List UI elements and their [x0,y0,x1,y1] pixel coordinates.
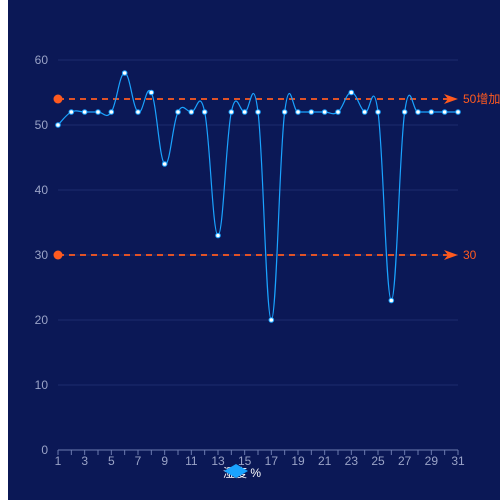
x-tick-label: 13 [211,454,225,468]
data-point [255,109,261,115]
x-tick-label: 7 [135,454,142,468]
data-point [441,109,448,115]
data-point [281,109,288,115]
data-point [241,109,248,115]
data-point [228,109,235,115]
data-point [175,109,181,115]
data-point [428,109,435,115]
mark-line-label: 50增加 [463,92,500,106]
data-point [95,109,101,115]
data-point [348,89,355,96]
y-tick-label: 20 [35,313,49,327]
x-tick-label: 29 [425,454,439,468]
x-axis: 1 3 5 7 9 11 13 15 17 19 21 23 25 27 29 31 [55,449,465,468]
x-tick-label: 9 [161,454,168,468]
data-point [201,109,208,115]
data-point [161,161,168,167]
x-tick-label: 17 [265,454,279,468]
data-point [321,109,328,115]
x-tick-label: 31 [451,454,465,468]
x-tick-label: 21 [318,454,332,468]
x-tick-label: 1 [55,454,62,468]
data-point [121,70,128,76]
x-tick-label: 23 [345,454,359,468]
data-point [401,109,408,115]
series-layer [55,70,461,323]
data-point [135,109,141,115]
x-tick-label: 5 [108,454,115,468]
data-point [375,109,381,115]
chart-panel [8,0,500,500]
mark-line-label: 30 [463,248,477,262]
data-point [308,109,315,115]
y-tick-label: 60 [35,53,49,67]
y-tick-label: 30 [35,248,49,262]
legend-diamond-icon [224,464,248,478]
data-point [415,109,421,115]
data-point [455,109,461,115]
data-point [388,297,395,304]
data-point [68,109,75,115]
data-point [215,232,221,239]
x-tick-label: 15 [238,454,252,468]
y-axis-ticks: 0 10 20 30 40 50 60 [35,53,49,457]
x-tick-label: 27 [398,454,412,468]
data-point [108,109,115,115]
x-tick-label: 19 [291,454,305,468]
x-tick-label: 25 [371,454,385,468]
x-tick-label: 3 [81,454,88,468]
data-point [81,109,88,115]
data-point [188,109,195,115]
data-point [335,109,341,115]
data-point [55,122,61,128]
data-point [268,317,275,323]
data-point [295,109,301,115]
data-point [148,89,155,96]
y-tick-label: 50 [35,118,49,132]
mark-lines: 50增加 30 [53,92,500,262]
data-point [361,109,368,115]
y-tick-label: 40 [35,183,49,197]
mark-line-start-dot [53,250,63,260]
mark-line-arrow [444,250,458,260]
x-tick-label: 11 [185,454,198,468]
y-tick-label: 0 [41,443,48,457]
y-tick-label: 10 [35,378,49,392]
legend[interactable]: 湿度 % [223,463,261,481]
mark-line-arrow [444,94,458,104]
mark-line-start-dot [53,94,63,104]
